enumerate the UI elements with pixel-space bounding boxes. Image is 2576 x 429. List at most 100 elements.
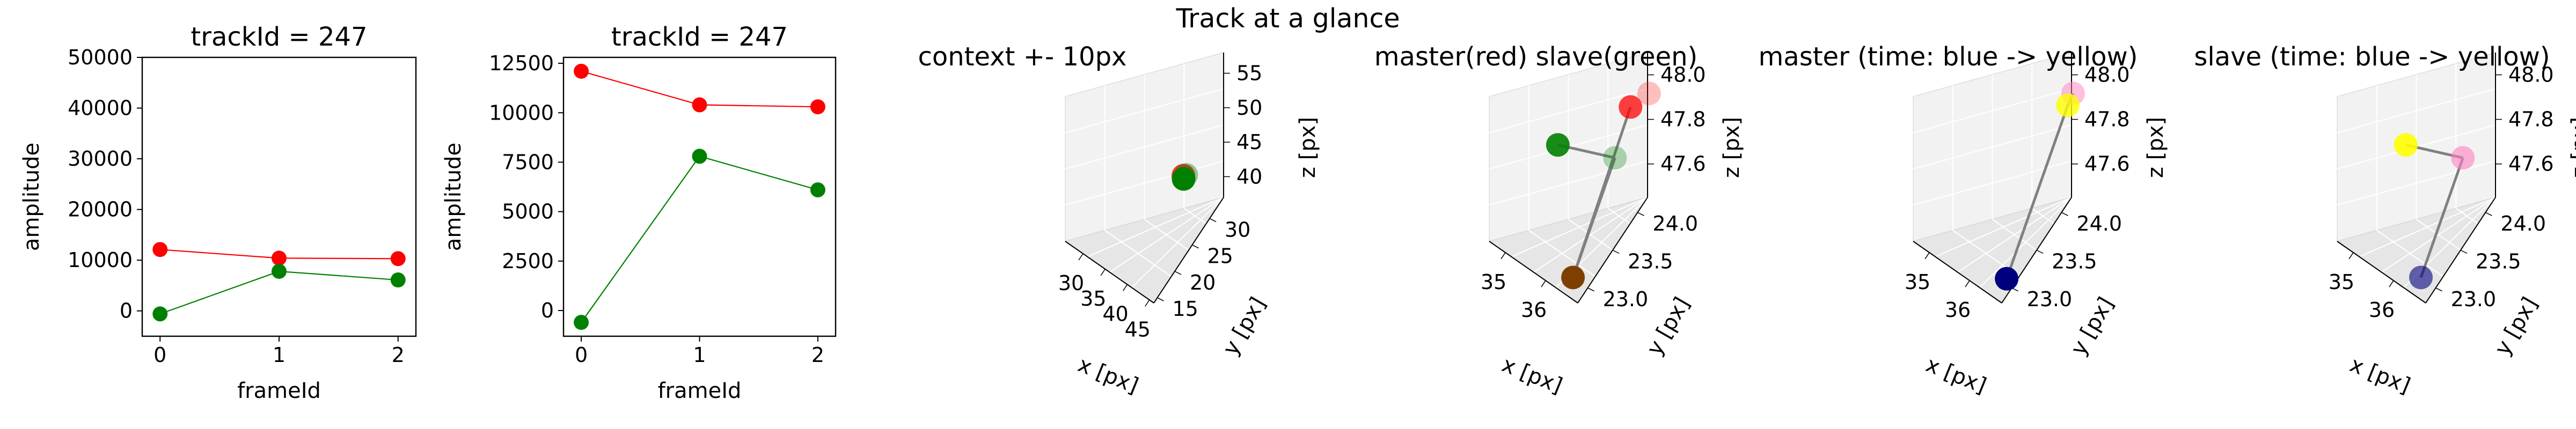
chart2-xtick-label: 1 [693,343,706,367]
chart6-ytick-mark [2485,212,2492,216]
chart3-xtick-label: 35 [1080,287,1106,310]
chart4-data-point [1619,95,1643,119]
chart3-ztick-label: 50 [1236,96,1262,120]
chart5-track-line [2005,105,2069,279]
chart3-ylabel: y [px] [1218,293,1271,359]
chart3-ytick-label: 15 [1173,297,1198,321]
chart3-ytick-mark [1192,244,1199,249]
chart1-ylabel: amplitude [19,143,44,251]
chart5-ytick-mark [2036,249,2044,254]
chart3-grid-line [1144,219,1189,251]
chart5-data-point [2056,93,2080,117]
chart2-ytick-label: 5000 [502,200,554,224]
chart1-frame [141,56,417,337]
chart1-series-1-point [272,250,287,266]
chart3-xtick-label: 45 [1125,317,1151,341]
chart4-xtick-label: 35 [1481,270,1506,294]
chart5-xtick-mark [1965,280,1970,287]
chart1-ytick-label: 40000 [68,97,133,120]
chart1-ytick-label: 10000 [68,248,133,272]
chart3-ytick-label: 20 [1190,271,1216,294]
chart6-ytick-label: 24.0 [2500,212,2546,235]
chart3-ytick-mark [1209,218,1217,223]
chart4-xlabel: x [px] [1498,352,1565,398]
chart2-ytick-label: 0 [541,299,554,322]
chart2-ytick-label: 7500 [502,150,554,174]
chart1-ytick-label: 0 [120,299,133,323]
chart5-xtick-mark [1924,252,1930,260]
chart2-series-1-point [574,63,589,79]
chart6-ztick-label: 48.0 [2508,63,2554,87]
chart5-ztick-label: 47.6 [2084,152,2130,176]
chart3-zlabel: z [px] [1296,117,1320,178]
chart1-ytick-label: 50000 [68,46,133,69]
chart6-ytick-label: 23.5 [2476,250,2521,273]
chart4-ytick-label: 24.0 [1652,212,1698,235]
chart4-ytick-mark [1637,212,1644,216]
chart4-xtick-mark [1501,252,1506,260]
chart5-ytick-label: 24.0 [2076,212,2122,235]
chart6-data-point [2451,146,2475,170]
chart3-ytick-mark [1157,297,1164,301]
chart5-x-axis-line [1913,241,2002,304]
chart3-ztick-label: 45 [1236,130,1262,154]
chart5-xlabel: x [px] [1922,352,1989,398]
chart1-xtick-label: 1 [273,343,286,367]
chart5-grid-line [1992,219,2037,251]
chart2-ytick-label: 2500 [502,249,554,273]
chart1-ytick-label: 20000 [68,198,133,221]
chart5-ytick-label: 23.5 [2052,250,2097,273]
chart6-grid-line [2337,88,2496,134]
chart6-ztick-label: 47.8 [2508,108,2554,131]
chart5-ylabel: y [px] [2066,293,2119,359]
chart5-ztick-label: 48.0 [2084,63,2130,87]
chart6-xtick-label: 36 [2369,298,2395,322]
chart3-data-point [1172,167,1196,191]
chart1-title: trackId = 247 [191,22,367,52]
chart2-ytick-label: 10000 [489,101,554,124]
chart4-zlabel: z [px] [1719,117,1744,178]
chart1-xlabel: frameId [237,379,321,403]
chart4-ztick-label: 47.6 [1660,152,1706,176]
chart3-xtick-mark [1078,253,1084,261]
chart5-ytick-label: 23.0 [2027,287,2073,311]
chart4-ytick-mark [1587,287,1594,292]
chart1-ytick-label: 30000 [68,147,133,171]
chart6-track-line [2419,157,2464,278]
chart4-title: master(red) slave(green) [1374,42,1697,72]
chart6-ytick-mark [2435,287,2442,292]
chart6-ztick-label: 47.6 [2508,152,2554,176]
chart5-ytick-mark [2061,212,2068,216]
chart6-x-axis-line [2337,241,2426,304]
chart4-ytick-label: 23.0 [1603,287,1649,311]
chart4-xtick-mark [1541,280,1546,287]
chart3-ztick-label: 40 [1236,165,1262,188]
chart2-series-2-point [810,182,825,198]
chart3-grid-line [1131,197,1224,288]
chart3-x-axis-line [1065,241,1154,304]
chart5-grid-line [2031,208,2055,225]
chart1-series-2-point [272,263,287,279]
chart6-xtick-mark [2389,280,2394,287]
chart3-xtick-mark [1100,269,1106,276]
chart2-series-2-point [574,315,589,330]
chart4-grid-line [1568,219,1613,251]
chart3-xtick-label: 40 [1102,302,1128,326]
chart4-ztick-label: 48.0 [1660,63,1706,87]
chart4-ytick-label: 23.5 [1628,250,1673,273]
chart5-xtick-label: 36 [1945,298,1971,322]
chart4-data-point [1561,265,1585,290]
chart6-xtick-mark [2348,252,2354,260]
chart2-title: trackId = 247 [611,22,788,52]
chart1-xtick-label: 2 [392,343,405,367]
chart6-xtick-label: 35 [2329,270,2354,294]
chart5-zlabel: z [px] [2143,117,2168,178]
chart5-title: master (time: blue -> yellow) [1759,42,2138,72]
chart3-ytick-label: 25 [1208,245,1233,268]
chart5-grid-line [1979,197,2072,288]
chart3-xlabel: x [px] [1074,352,1141,398]
chart6-data-point [2409,265,2433,290]
chart4-ytick-mark [1612,249,1620,254]
chart3-y-axis-line [1153,197,1224,304]
